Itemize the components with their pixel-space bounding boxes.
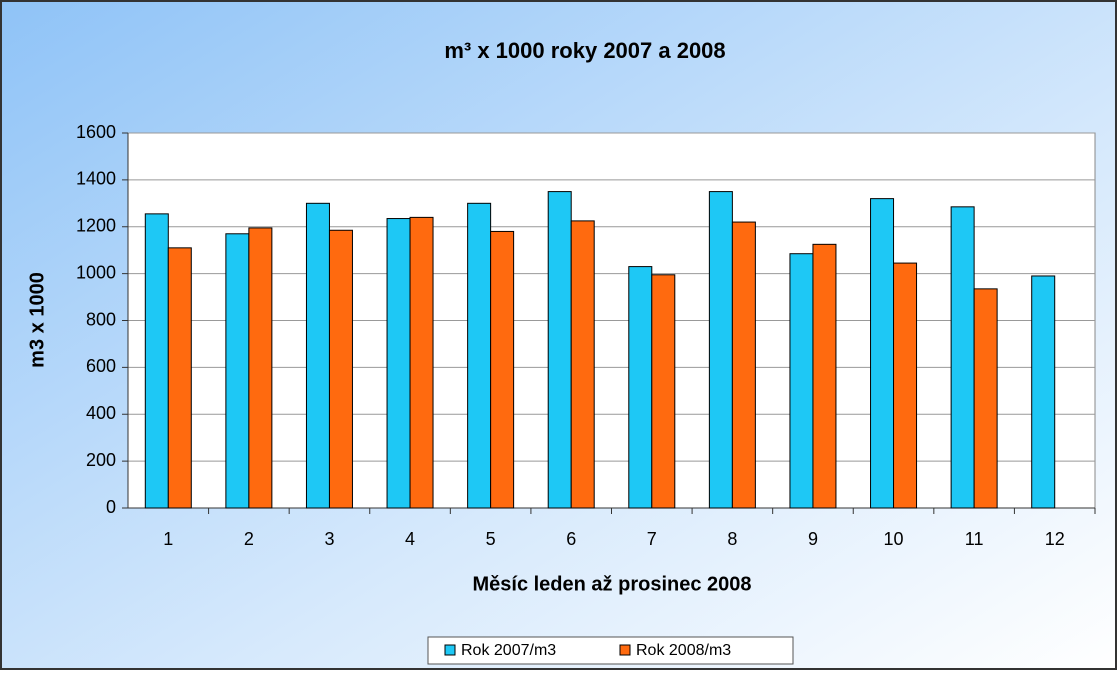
bar	[651, 274, 676, 509]
legend-label: Rok 2008/m3	[636, 642, 731, 659]
legend	[427, 636, 794, 665]
bar	[167, 247, 192, 509]
x-tick-label: 3	[324, 529, 334, 549]
bar	[950, 206, 975, 509]
x-tick-label: 2	[244, 529, 254, 549]
y-tick-label: 600	[86, 356, 116, 376]
bar	[248, 227, 273, 509]
bar	[708, 191, 733, 509]
y-tick-label: 1000	[76, 262, 116, 282]
y-tick-label: 1200	[76, 216, 116, 236]
bar	[1031, 275, 1056, 509]
x-tick-label: 10	[884, 529, 904, 549]
x-tick-label: 11	[965, 529, 984, 549]
y-tick-label: 200	[86, 450, 116, 470]
bar	[225, 233, 250, 509]
x-tick-label: 1	[163, 529, 173, 549]
bar	[547, 191, 572, 509]
x-axis-label: Měsíc leden až prosinec 2008	[472, 573, 751, 595]
bar	[328, 229, 353, 509]
bar	[812, 243, 837, 509]
bar	[467, 202, 492, 509]
y-tick-label: 1600	[76, 122, 116, 142]
x-tick-label: 9	[808, 529, 818, 549]
x-tick-label: 12	[1045, 529, 1065, 549]
bar	[628, 266, 653, 509]
bar	[570, 220, 595, 509]
x-tick-label: 4	[405, 529, 415, 549]
chart-title: m³ x 1000 roky 2007 a 2008	[444, 38, 725, 63]
x-tick-label: 5	[486, 529, 496, 549]
y-axis-label: m3 x 1000	[26, 272, 48, 368]
bar	[305, 202, 330, 509]
bar	[409, 216, 434, 509]
bar	[144, 213, 169, 509]
x-tick-label: 8	[727, 529, 737, 549]
x-tick-label: 7	[647, 529, 657, 549]
bar	[386, 218, 411, 509]
bar	[893, 262, 918, 509]
legend-swatch	[619, 644, 631, 656]
y-tick-label: 800	[86, 309, 116, 329]
bar	[870, 198, 895, 509]
bar	[490, 230, 515, 509]
bar	[789, 253, 814, 509]
y-tick-label: 0	[106, 497, 116, 517]
y-tick-label: 1400	[76, 169, 116, 189]
bar	[973, 288, 998, 509]
legend-swatch	[444, 644, 456, 656]
bar	[731, 221, 756, 509]
y-tick-label: 400	[86, 403, 116, 423]
legend-label: Rok 2007/m3	[461, 642, 556, 659]
x-tick-label: 6	[566, 529, 576, 549]
